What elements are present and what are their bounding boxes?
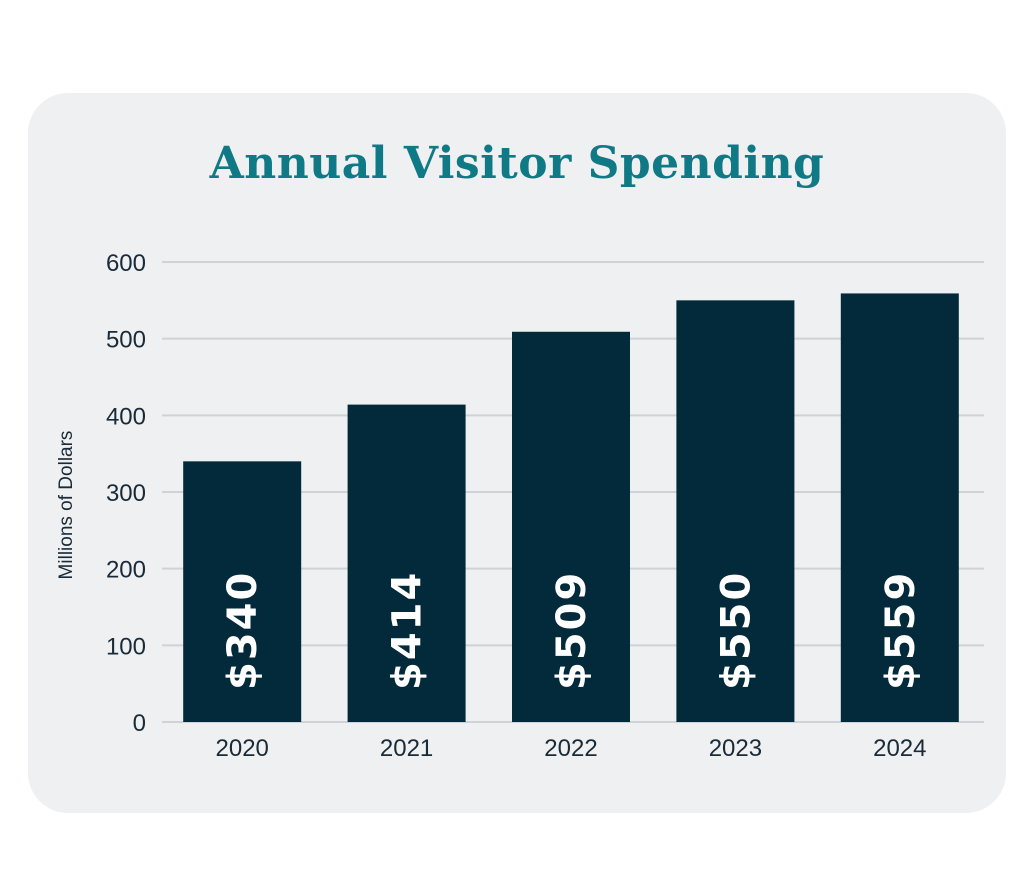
bar-value-label: $414 [385, 571, 431, 690]
y-tick-label: 0 [133, 710, 146, 737]
y-tick-label: 400 [106, 403, 146, 430]
x-tick-label: 2020 [216, 735, 269, 762]
bar-value-label: $509 [549, 571, 595, 690]
x-axis-ticks: 2020 2021 2022 2023 2024 [216, 735, 927, 762]
bars: $340 $414 $509 $550 $559 [183, 293, 959, 722]
bar-2023 [676, 300, 795, 722]
y-tick-label: 600 [106, 250, 146, 277]
y-tick-label: 500 [106, 327, 146, 354]
y-tick-label: 300 [106, 480, 146, 507]
y-axis-ticks: 0 100 200 300 400 500 600 [106, 250, 146, 737]
chart-title: Annual Visitor Spending [209, 138, 825, 189]
x-tick-label: 2023 [709, 735, 762, 762]
bar-2021 [347, 404, 466, 722]
x-tick-label: 2021 [380, 735, 433, 762]
bar-2022 [512, 331, 630, 722]
bar-value-label: $340 [220, 571, 266, 690]
y-tick-label: 200 [106, 557, 146, 584]
bar-2024 [840, 293, 959, 722]
x-tick-label: 2024 [873, 735, 926, 762]
bar-value-label: $550 [713, 571, 759, 690]
y-axis-title: Millions of Dollars [56, 431, 77, 580]
y-tick-label: 100 [106, 633, 146, 660]
bar-value-label: $559 [878, 571, 924, 690]
x-tick-label: 2022 [544, 735, 597, 762]
bar-2020 [183, 461, 302, 722]
